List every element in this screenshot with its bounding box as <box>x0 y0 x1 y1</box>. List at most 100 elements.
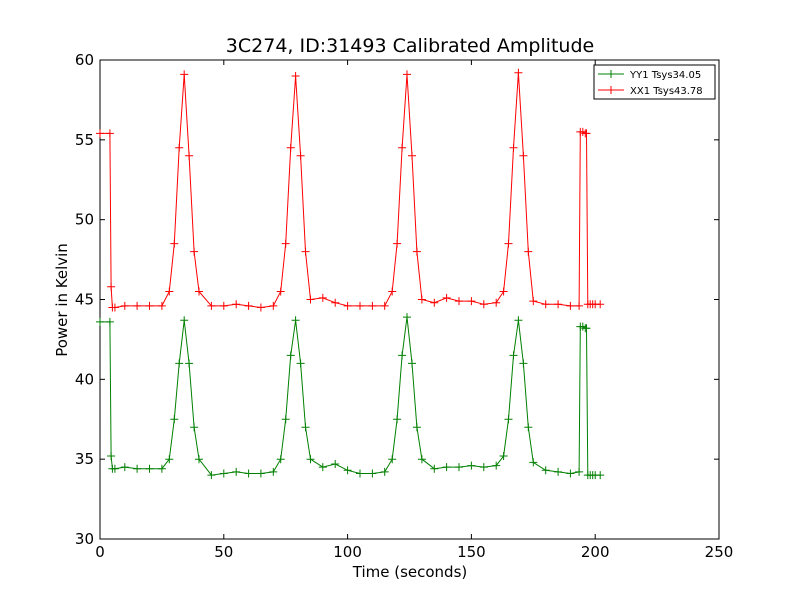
data-point <box>296 151 305 160</box>
legend: YY1 Tsys34.05 XX1 Tsys43.78 <box>593 64 716 100</box>
x-tick-label: 150 <box>457 543 486 561</box>
chart-title: 3C274, ID:31493 Calibrated Amplitude <box>226 35 594 57</box>
data-point <box>219 469 228 478</box>
y-tick-label: 60 <box>75 51 94 69</box>
data-point <box>524 423 533 432</box>
data-point <box>509 351 518 360</box>
y-tick-label: 40 <box>75 370 94 388</box>
data-point <box>256 469 265 478</box>
data-point <box>529 458 538 467</box>
data-point <box>343 466 352 475</box>
data-point <box>232 467 241 476</box>
data-point <box>575 301 584 310</box>
data-point <box>417 455 426 464</box>
y-tick-label: 55 <box>75 131 94 149</box>
data-point <box>514 68 523 77</box>
data-point <box>368 469 377 478</box>
data-point <box>306 295 315 304</box>
tick-layer: 0 50 100 150 200 250 30 35 40 45 50 55 60 <box>75 51 733 561</box>
x-tick-label: 0 <box>95 543 105 561</box>
data-point <box>244 469 253 478</box>
data-point <box>281 415 290 424</box>
data-point <box>331 298 340 307</box>
data-point <box>575 467 584 476</box>
data-point <box>286 351 295 360</box>
data-point <box>442 463 451 472</box>
data-point <box>133 301 142 310</box>
data-point <box>514 316 523 325</box>
data-point <box>195 287 203 296</box>
legend-marker <box>607 86 615 94</box>
data-point <box>479 463 488 472</box>
data-point <box>133 464 142 473</box>
legend-box <box>593 64 716 100</box>
plot-area <box>99 59 720 540</box>
data-point <box>110 464 119 473</box>
data-point <box>107 282 116 291</box>
data-point <box>185 151 194 160</box>
y-tick-label: 30 <box>75 530 94 548</box>
data-point <box>291 72 300 80</box>
data-point <box>120 463 129 472</box>
data-point <box>195 455 203 464</box>
data-point <box>105 129 114 138</box>
data-point <box>170 239 179 248</box>
data-point <box>467 461 476 470</box>
data-point <box>145 464 154 473</box>
data-point <box>356 469 364 478</box>
data-point <box>281 239 290 248</box>
data-point <box>408 359 416 368</box>
data-point <box>180 70 189 79</box>
data-point <box>185 359 194 368</box>
data-point <box>412 247 421 256</box>
legend-entry: YY1 Tsys34.05 <box>598 70 701 81</box>
data-point <box>455 297 463 306</box>
data-point <box>276 287 285 296</box>
data-point <box>596 471 605 480</box>
data-point <box>388 455 397 464</box>
data-point <box>165 287 174 296</box>
data-point <box>524 247 533 256</box>
data-point <box>269 467 278 476</box>
data-point <box>96 129 104 138</box>
data-point <box>301 247 310 256</box>
data-point <box>276 455 285 464</box>
data-point <box>596 300 605 309</box>
data-point <box>157 464 166 473</box>
series-layer <box>96 68 605 480</box>
data-point <box>541 466 550 475</box>
data-point <box>408 151 416 160</box>
data-point <box>582 129 591 138</box>
data-point <box>107 452 116 460</box>
data-point <box>180 316 189 325</box>
data-point <box>430 298 439 307</box>
data-point <box>120 301 129 310</box>
series-2 <box>96 68 605 312</box>
data-point <box>499 287 508 296</box>
data-point <box>403 70 411 79</box>
x-tick-label: 100 <box>333 543 362 561</box>
data-point <box>442 293 451 302</box>
data-point <box>519 151 528 160</box>
data-point <box>207 471 216 480</box>
data-point <box>286 143 295 152</box>
data-point <box>157 301 166 310</box>
data-point <box>232 300 241 309</box>
data-point <box>398 351 407 360</box>
data-point <box>504 415 513 424</box>
data-point <box>541 300 550 309</box>
data-point <box>269 301 278 310</box>
data-point <box>318 463 327 472</box>
data-point <box>393 415 402 424</box>
data-point <box>467 297 476 306</box>
y-tick-label: 50 <box>75 211 94 229</box>
data-point <box>417 295 426 304</box>
data-point <box>566 469 575 478</box>
data-point <box>256 303 265 312</box>
x-axis-label: Time (seconds) <box>352 563 468 581</box>
data-point <box>388 287 397 296</box>
data-point <box>291 316 300 325</box>
data-point <box>96 317 104 326</box>
data-point <box>479 300 488 309</box>
